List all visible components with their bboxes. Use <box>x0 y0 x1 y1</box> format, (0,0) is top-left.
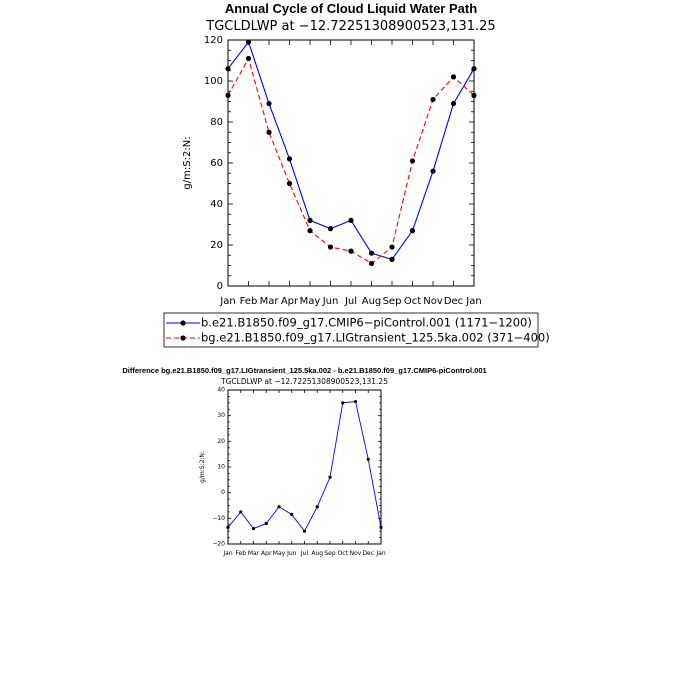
top-ytick-label: 40 <box>210 199 223 210</box>
diff-xtick-label: Jul <box>300 550 309 557</box>
top-series-1-point <box>409 228 416 234</box>
diff-ytick-label: 20 <box>217 438 225 445</box>
diff-y-axis-label: g/m:S:2:N: <box>199 451 206 483</box>
diff-xtick-label: Jan <box>222 550 232 557</box>
diff-series-1-point <box>264 521 268 526</box>
legend: b.e21.B1850.f09_g17.CMIP6−piControl.001 … <box>163 312 550 348</box>
top-series-2-point <box>225 92 231 98</box>
diff-xtick-label: Feb <box>235 550 246 557</box>
diff-series-1-point <box>277 505 281 509</box>
diff-ytick-label: 30 <box>217 412 225 419</box>
top-series-1-point <box>225 66 231 72</box>
top-series-2-point <box>409 158 416 164</box>
diff-xtick-label: Apr <box>261 550 272 557</box>
legend-entry-2: bg.e21.B1850.f09_g17.LIGtransient_125.5k… <box>201 331 550 345</box>
top-xtick-label: Oct <box>404 296 421 307</box>
top-series-2-point <box>307 228 313 234</box>
top-chart-title: Annual Cycle of Cloud Liquid Water Path <box>225 1 477 16</box>
diff-chart: Difference bg.e21.B1850.f09_g17.LIGtrans… <box>122 366 486 557</box>
diff-series-1-point <box>290 512 294 517</box>
top-series-1-point <box>286 156 293 162</box>
diff-chart-subtitle: TGCLDLWP at −12.72251308900523,131.25 <box>220 377 388 386</box>
top-series-2-point <box>348 248 354 254</box>
top-xtick-label: May <box>300 296 321 307</box>
top-series-2-point <box>327 244 334 250</box>
top-xtick-label: Apr <box>281 296 299 307</box>
diff-xtick-label: Aug <box>311 550 323 557</box>
diff-xtick-label: Oct <box>338 550 349 557</box>
top-series-1-point <box>368 250 375 256</box>
top-series-line-2 <box>227 57 475 265</box>
top-xtick-label: Nov <box>423 296 443 307</box>
top-series-2-point <box>450 74 457 80</box>
top-y-axis-label: g/m:S:2:N: <box>182 136 193 189</box>
top-series-2-point <box>368 260 375 267</box>
diff-series-1-point <box>315 505 319 509</box>
diff-ytick-label: 10 <box>217 464 225 471</box>
diff-series-1-point <box>379 525 383 529</box>
top-series-1-point <box>327 226 334 232</box>
top-series-2-point <box>245 55 252 62</box>
top-ytick-label: 20 <box>210 240 223 251</box>
top-xtick-label: Jan <box>219 296 235 307</box>
diff-ytick-label: −10 <box>212 515 225 522</box>
top-ytick-label: 60 <box>210 158 223 169</box>
top-chart: Annual Cycle of Cloud Liquid Water Path T… <box>163 1 550 348</box>
diff-xtick-label: Dec <box>362 550 374 557</box>
legend-marker-1 <box>180 320 186 326</box>
top-series-2-point <box>430 96 436 103</box>
top-chart-subtitle: TGCLDLWP at −12.72251308900523,131.25 <box>205 19 495 34</box>
diff-xtick-label: Jun <box>286 550 297 557</box>
diff-chart-title: Difference bg.e21.B1850.f09_g17.LIGtrans… <box>122 366 486 375</box>
top-xtick-label: Feb <box>240 296 258 307</box>
top-series-line-1 <box>227 40 475 260</box>
top-xtick-label: Jan <box>465 296 481 307</box>
diff-ytick-label: 0 <box>221 489 225 496</box>
top-series-1-point <box>450 100 457 107</box>
top-series-2-point <box>266 129 272 135</box>
top-series-1-point <box>430 168 436 174</box>
diff-series-1-point <box>226 525 230 529</box>
top-series-1-point <box>348 217 354 223</box>
diff-series-1-point <box>302 529 307 533</box>
top-series-2-point <box>286 180 293 187</box>
top-series-1-point <box>307 217 313 223</box>
top-xtick-label: Mar <box>260 296 280 307</box>
legend-marker-2 <box>180 335 186 341</box>
top-xtick-label: Sep <box>383 296 402 307</box>
top-series-1-point <box>266 100 272 107</box>
top-series-1-point <box>245 39 252 45</box>
top-ytick-label: 100 <box>204 76 223 87</box>
diff-series-line-1 <box>227 401 382 533</box>
diff-series-1-point <box>239 510 243 514</box>
top-xtick-label: Jul <box>344 296 357 307</box>
diff-series-1-point <box>353 399 358 404</box>
top-series-2-point <box>389 244 395 250</box>
diff-series-1-point <box>251 527 256 531</box>
top-series-1-point <box>471 66 477 72</box>
diff-series-1-point <box>328 475 332 479</box>
diff-xtick-label: Nov <box>350 550 362 557</box>
top-series-1-point <box>389 256 395 262</box>
diff-xtick-label: Sep <box>324 550 336 557</box>
diff-xtick-label: Mar <box>248 550 260 557</box>
legend-box <box>163 312 539 348</box>
diff-xtick-label: May <box>273 550 286 557</box>
diff-xtick-label: Jan <box>375 550 385 557</box>
diff-series-1-point <box>341 401 345 405</box>
top-series-2-point <box>471 92 477 98</box>
top-xtick-label: Aug <box>362 296 382 307</box>
legend-entry-1: b.e21.B1850.f09_g17.CMIP6−piControl.001 … <box>201 316 532 330</box>
top-ytick-label: 0 <box>217 281 223 292</box>
diff-series-1-point <box>366 457 370 461</box>
top-ytick-label: 80 <box>210 117 223 128</box>
top-ytick-label: 120 <box>204 35 223 46</box>
top-xtick-label: Dec <box>444 296 463 307</box>
top-xtick-label: Jun <box>322 296 339 307</box>
diff-ytick-label: −20 <box>212 541 225 548</box>
diff-ytick-label: 40 <box>217 387 225 394</box>
